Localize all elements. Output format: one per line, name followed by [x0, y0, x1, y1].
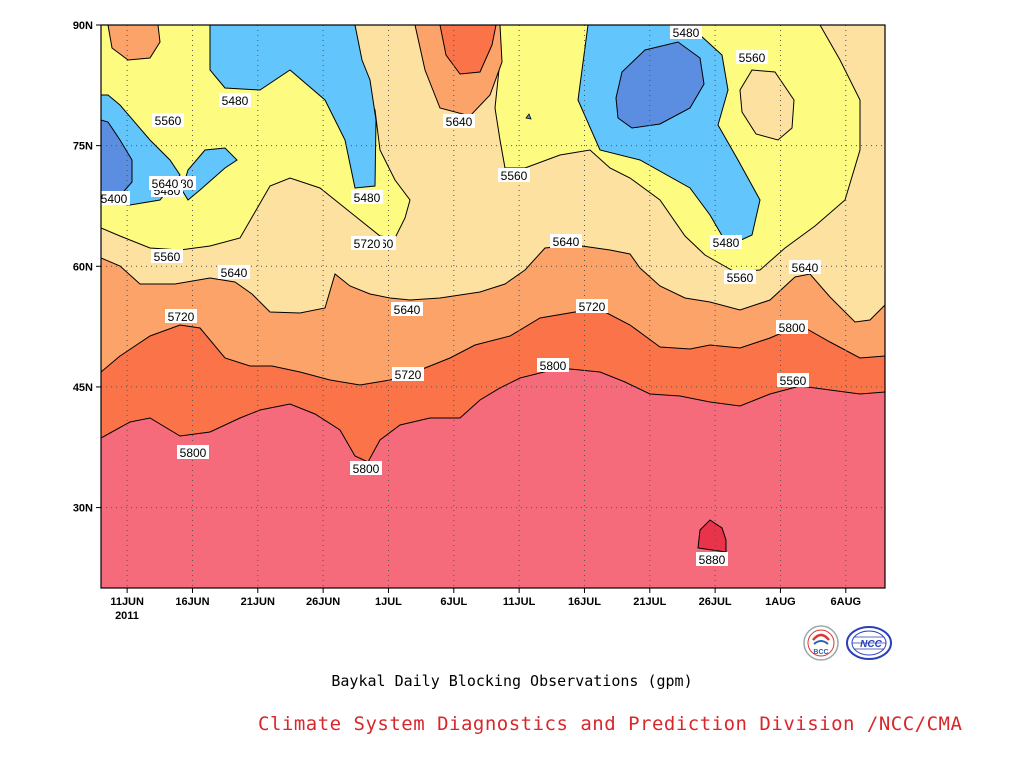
svg-text:5640: 5640 — [221, 266, 248, 280]
svg-text:5800: 5800 — [779, 321, 806, 335]
svg-text:5720: 5720 — [168, 310, 195, 324]
y-tick-label: 75N — [73, 141, 93, 153]
contour-label: 5640 — [550, 234, 582, 249]
svg-text:5480: 5480 — [222, 94, 249, 108]
svg-text:5560: 5560 — [501, 169, 528, 183]
x-tick-label: 6AUG — [831, 596, 862, 608]
contour-label: 5640 — [443, 114, 475, 129]
contour-label: 5800 — [350, 461, 382, 476]
x-tick-label: 1JUL — [375, 596, 402, 608]
band-5720-5800-top — [439, 25, 497, 75]
contour-label: 5720 — [576, 299, 608, 314]
svg-text:5640: 5640 — [152, 177, 179, 191]
x-tick-label: 26JUN — [306, 596, 340, 608]
ncc-logo-icon: NCC — [846, 626, 892, 660]
x-tick-label: 21JUN — [241, 596, 275, 608]
plot-frame — [100, 24, 886, 589]
contour-label: 5480 — [219, 93, 251, 108]
svg-text:5880: 5880 — [699, 553, 726, 567]
band-lt5400-speck — [525, 113, 532, 120]
contour-label: 5800 — [177, 445, 209, 460]
svg-text:BCC: BCC — [813, 649, 828, 656]
contour-label: 5560 — [736, 50, 768, 65]
y-tick-label: 30N — [73, 503, 93, 515]
x-tick-label: 6JUL — [440, 596, 467, 608]
contour-label: 5480 — [351, 190, 383, 205]
y-tick-label: 90N — [73, 20, 93, 32]
band-5640-5720-topleft — [107, 25, 161, 61]
contour-label: 5720 — [351, 236, 383, 251]
band-lt5400-east — [615, 41, 705, 129]
contour-label: 5800 — [776, 320, 808, 335]
x-tick-label: 26JUL — [699, 596, 732, 608]
svg-text:5640: 5640 — [792, 261, 819, 275]
contour-label: 5880 — [696, 552, 728, 567]
contour-label: 5640 — [391, 302, 423, 317]
band-5560-5640-island — [739, 69, 795, 141]
svg-text:5800: 5800 — [353, 462, 380, 476]
svg-text:5640: 5640 — [446, 115, 473, 129]
contour-label: 5480 — [710, 235, 742, 250]
svg-text:5800: 5800 — [540, 359, 567, 373]
y-tick-label: 60N — [73, 261, 93, 273]
contour-label: 5560 — [151, 249, 183, 264]
contour-label: 5560 — [498, 168, 530, 183]
ncc-logo: NCC — [844, 624, 894, 666]
svg-text:5400: 5400 — [101, 192, 128, 206]
contour-label: 5640 — [218, 265, 250, 280]
svg-text:5720: 5720 — [354, 237, 381, 251]
contour-labels: 5400548055605480556054805400548055605640… — [98, 25, 821, 567]
contour-label: 5800 — [537, 358, 569, 373]
svg-text:5720: 5720 — [579, 300, 606, 314]
contour-label: 5560 — [777, 373, 809, 388]
x-tick-label: 16JUN — [175, 596, 209, 608]
contour-fills — [101, 25, 885, 588]
contour-label: 5560 — [724, 270, 756, 285]
svg-text:5560: 5560 — [739, 51, 766, 65]
x-tick-label: 1AUG — [765, 596, 796, 608]
svg-text:5480: 5480 — [673, 26, 700, 40]
svg-text:5560: 5560 — [780, 374, 807, 388]
contour-label: 5560 — [152, 113, 184, 128]
svg-text:5480: 5480 — [713, 236, 740, 250]
svg-text:5480: 5480 — [354, 191, 381, 205]
svg-text:NCC: NCC — [860, 639, 882, 650]
svg-text:5640: 5640 — [553, 235, 580, 249]
x-tick-label: 21JUL — [633, 596, 666, 608]
contour-label: 5640 — [789, 260, 821, 275]
y-tick-label: 45N — [73, 382, 93, 394]
band-5800-5880 — [101, 367, 885, 588]
svg-text:5720: 5720 — [395, 368, 422, 382]
footer-credit: Climate System Diagnostics and Predictio… — [258, 713, 963, 735]
band-5400-5480-a — [209, 25, 377, 189]
chart-title: Baykal Daily Blocking Observations (gpm) — [331, 672, 693, 690]
contour-label: 5480 — [670, 25, 702, 40]
bcc-logo-icon: BCC — [803, 625, 839, 661]
svg-text:5560: 5560 — [155, 114, 182, 128]
x-tick-label: 16JUL — [568, 596, 601, 608]
y-axis: 90N 75N 60N 45N 30N — [73, 20, 101, 515]
x-tick-label: 11JUL — [503, 596, 536, 608]
contour-label: 5400 — [98, 191, 130, 206]
contour-label: 5640 — [149, 176, 181, 191]
x-axis: 11JUN 16JUN 21JUN 26JUN 1JUL 6JUL 11JUL 16JUL 21… — [110, 588, 861, 608]
svg-text:5560: 5560 — [727, 271, 754, 285]
svg-text:5560: 5560 — [154, 250, 181, 264]
x-year-label: 2011 — [115, 610, 139, 622]
svg-text:5800: 5800 — [180, 446, 207, 460]
svg-text:5640: 5640 — [394, 303, 421, 317]
x-tick-label: 11JUN — [110, 596, 144, 608]
contour-label: 5720 — [165, 309, 197, 324]
contour-label: 5720 — [392, 367, 424, 382]
bcc-logo: BCC — [802, 624, 840, 666]
